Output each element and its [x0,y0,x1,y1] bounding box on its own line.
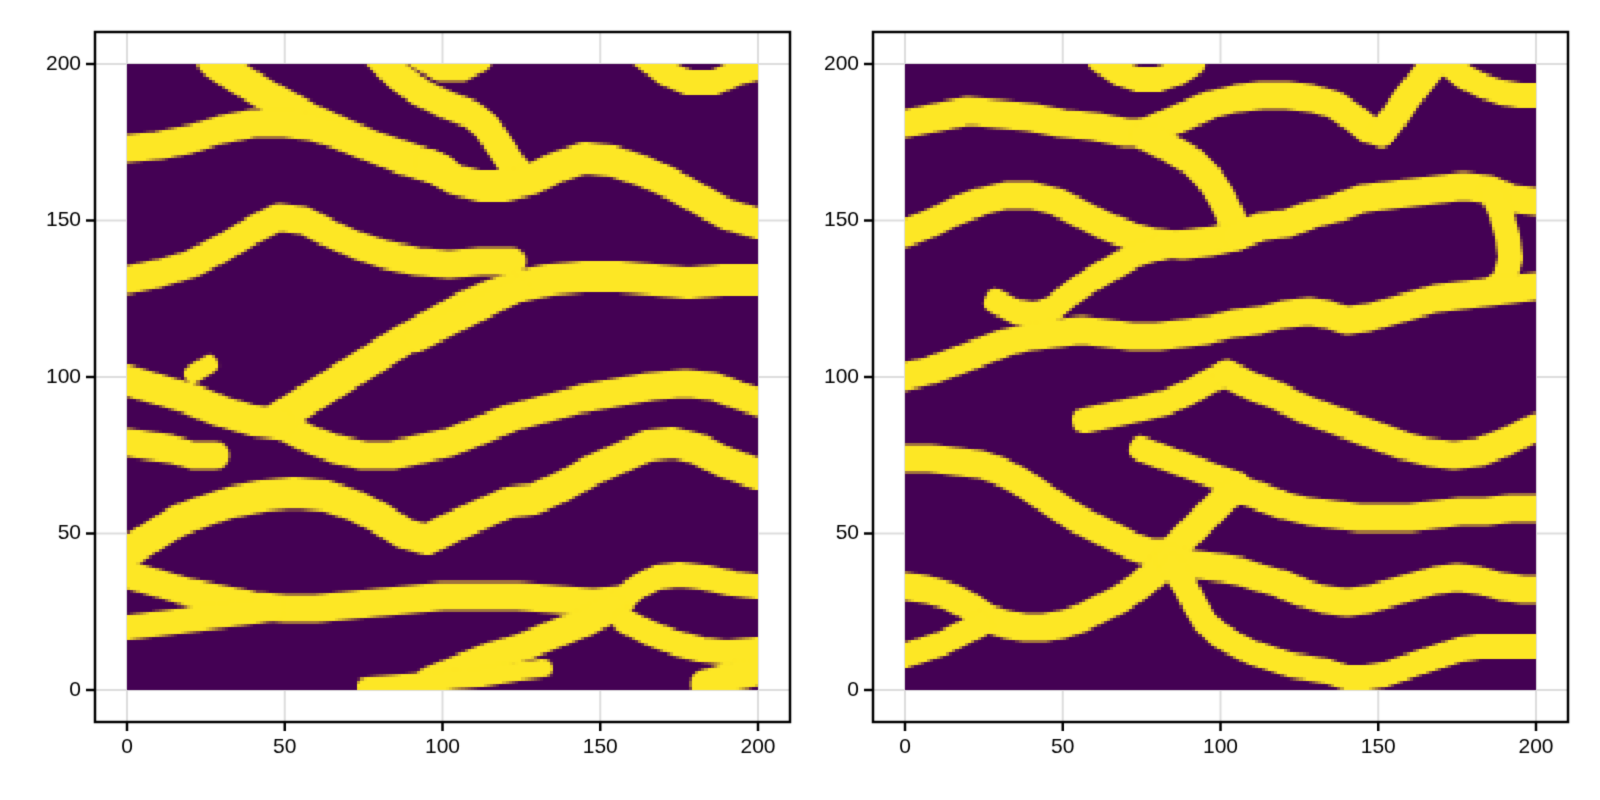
heatmap-panel-right [800,0,1600,800]
heatmap-panel-left [0,0,800,800]
